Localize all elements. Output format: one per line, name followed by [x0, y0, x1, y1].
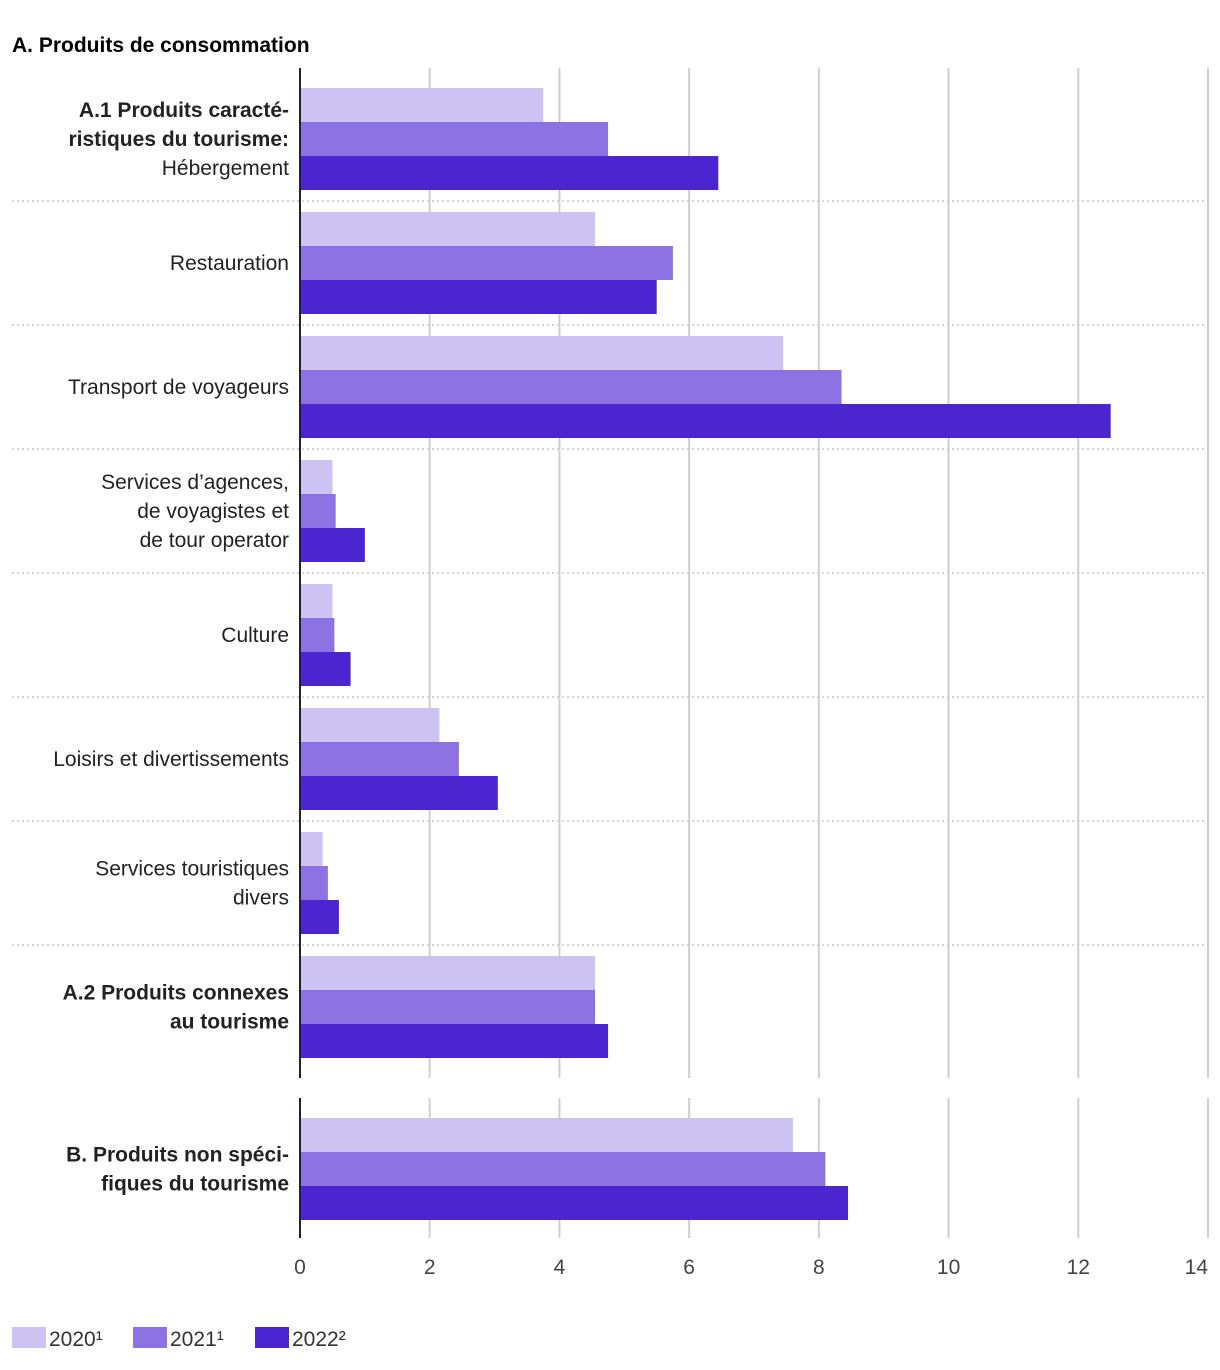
category-label-line: Hébergement [162, 157, 289, 180]
bar-2021 [300, 370, 842, 404]
category-label: Transport de voyageurs [68, 376, 289, 399]
bar-2021 [300, 618, 335, 652]
category-label-line: A.1 Produits caracté- [79, 99, 289, 122]
category-label-line: au tourisme [170, 1011, 289, 1034]
category-label-line: Restauration [170, 252, 289, 275]
bar-2022 [300, 1024, 609, 1058]
bar-2020 [300, 336, 784, 370]
legend-swatch [133, 1327, 167, 1348]
bar-2021 [300, 246, 673, 280]
legend-swatch [255, 1327, 289, 1348]
bar-2021 [300, 866, 328, 900]
bar-2022 [300, 404, 1111, 438]
category-label-line: de voyagistes et [137, 500, 289, 523]
bar-2022 [300, 1186, 849, 1220]
category-label: Loisirs et divertissements [53, 748, 289, 771]
x-tick-label: 12 [1067, 1256, 1090, 1279]
x-tick-label: 10 [937, 1256, 960, 1279]
category-label-line: ristiques du tourisme: [68, 128, 289, 151]
category-label-line: fiques du tourisme [101, 1173, 289, 1196]
bar-2020 [300, 212, 596, 246]
bar-2021 [300, 122, 609, 156]
category-label: Culture [221, 624, 289, 647]
legend-label: 2022² [292, 1328, 346, 1351]
x-tick-label: 8 [813, 1256, 825, 1279]
category-label: Restauration [170, 252, 289, 275]
category-label-line: de tour operator [140, 529, 289, 552]
legend-swatch [12, 1327, 46, 1348]
category-label-line: Culture [221, 624, 289, 647]
category-label: B. Produits non spéci-fiques du tourisme [66, 1144, 289, 1196]
category-label: Services d’agences, de voyagistes et de to… [101, 471, 289, 552]
category-label-line: divers [233, 887, 289, 910]
bar-2020 [300, 832, 323, 866]
category-label: Services touristiques divers [95, 858, 289, 910]
category-label-line: A.2 Produits connexes [63, 982, 289, 1005]
x-tick-label: 6 [683, 1256, 695, 1279]
category-label-line: Transport de voyageurs [68, 376, 289, 399]
bar-2022 [300, 900, 339, 934]
bar-2022 [300, 156, 719, 190]
bar-2021 [300, 990, 596, 1024]
legend-label: 2020¹ [49, 1328, 103, 1351]
chart-title: A. Produits de consommation [12, 34, 310, 57]
category-label: A.2 Produits connexes au tourisme [63, 982, 289, 1034]
category-label-line: Services touristiques [95, 858, 289, 881]
bar-2022 [300, 776, 498, 810]
bar-2022 [300, 280, 657, 314]
legend-label: 2021¹ [170, 1328, 224, 1351]
category-label-line: Loisirs et divertissements [53, 748, 289, 771]
bar-2021 [300, 742, 459, 776]
bar-2020 [300, 88, 544, 122]
bar-2021 [300, 494, 336, 528]
category-label: A.1 Produits caracté-ristiques du touris… [68, 99, 289, 180]
x-tick-label: 14 [1185, 1256, 1209, 1279]
x-tick-label: 4 [554, 1256, 566, 1279]
bar-2022 [300, 528, 365, 562]
x-tick-label: 0 [294, 1256, 306, 1279]
bar-2020 [300, 708, 440, 742]
bar-2020 [300, 584, 333, 618]
bar-2020 [300, 956, 596, 990]
category-label-line: Services d’agences, [101, 471, 289, 494]
category-label-line: B. Produits non spéci- [66, 1144, 289, 1167]
bar-2022 [300, 652, 351, 686]
bar-2021 [300, 1152, 826, 1186]
bar-2020 [300, 1118, 793, 1152]
bar-2020 [300, 460, 333, 494]
x-tick-label: 2 [424, 1256, 436, 1279]
